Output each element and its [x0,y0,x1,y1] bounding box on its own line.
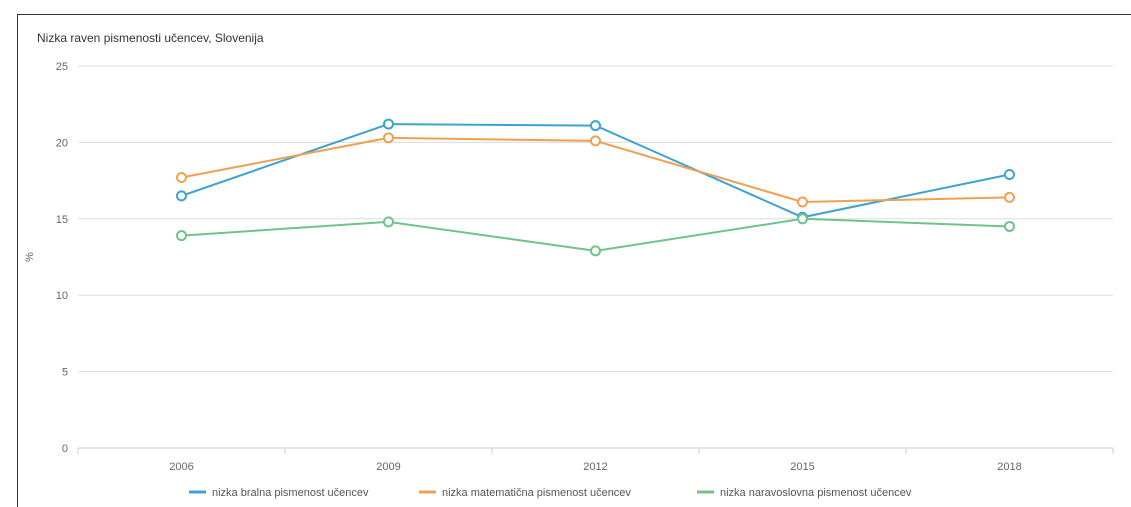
data-point[interactable] [383,216,394,228]
legend-label: nizka naravoslovna pismenost učencev [720,487,912,499]
data-point[interactable] [176,172,187,184]
data-point[interactable] [176,230,187,242]
y-axis-label: % [24,252,36,262]
y-tick-label: 25 [56,61,68,73]
legend-label: nizka matematična pismenost učencev [442,487,631,499]
chart-title: Nizka raven pismenosti učencev, Slovenij… [37,31,264,45]
legend-layer: nizka bralna pismenost učencev nizka mate… [189,487,912,499]
x-tick-label: 2015 [790,461,814,473]
data-point[interactable] [590,135,601,147]
series-line [181,136,1010,203]
y-tick-label: 10 [56,290,68,302]
data-point[interactable] [383,132,394,144]
data-point[interactable] [590,120,601,132]
data-point[interactable] [797,213,808,225]
x-tick-label: 2018 [997,461,1021,473]
y-tick-label: 0 [62,443,68,455]
legend-item[interactable]: nizka matematična pismenost učencev [419,487,631,499]
data-point[interactable] [1004,168,1015,180]
data-point[interactable] [176,190,187,202]
series-layer [176,118,1015,257]
legend-label: nizka bralna pismenost učencev [212,487,369,499]
legend-item[interactable]: nizka naravoslovna pismenost učencev [697,487,912,499]
axis-layer: 0 5 10 15 20 25 2006 2009 2012 2015 2018% [24,61,1114,473]
chart-frame [17,14,1131,507]
data-point[interactable] [1004,191,1015,203]
legend-item[interactable]: nizka bralna pismenost učencev [189,487,369,499]
y-tick-label: 20 [56,137,68,149]
series-3 [176,213,1015,257]
data-point[interactable] [797,196,808,208]
y-tick-label: 5 [62,367,68,379]
data-point[interactable] [590,245,601,257]
x-tick-label: 2012 [583,461,607,473]
x-tick-label: 2009 [376,461,400,473]
series-1 [176,118,1015,223]
y-tick-label: 15 [56,214,68,226]
x-tick-label: 2006 [169,461,193,473]
series-2 [176,132,1015,208]
data-point[interactable] [383,118,394,130]
data-point[interactable] [1004,220,1015,232]
